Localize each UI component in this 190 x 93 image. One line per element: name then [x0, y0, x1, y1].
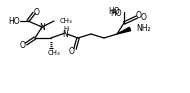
Text: N: N [39, 23, 45, 32]
Text: N: N [62, 29, 68, 39]
Text: HO: HO [8, 16, 20, 25]
Text: O: O [141, 12, 147, 21]
Text: H: H [63, 26, 69, 32]
Polygon shape [117, 27, 131, 34]
Text: HO: HO [110, 8, 122, 17]
Text: O: O [34, 8, 40, 16]
Text: HO: HO [108, 7, 120, 16]
Text: O: O [136, 11, 142, 20]
Text: O: O [69, 46, 75, 56]
Text: NH₂: NH₂ [136, 24, 151, 32]
Text: CH₃: CH₃ [60, 18, 73, 24]
Text: CH₃: CH₃ [48, 50, 60, 56]
Text: O: O [20, 40, 26, 49]
